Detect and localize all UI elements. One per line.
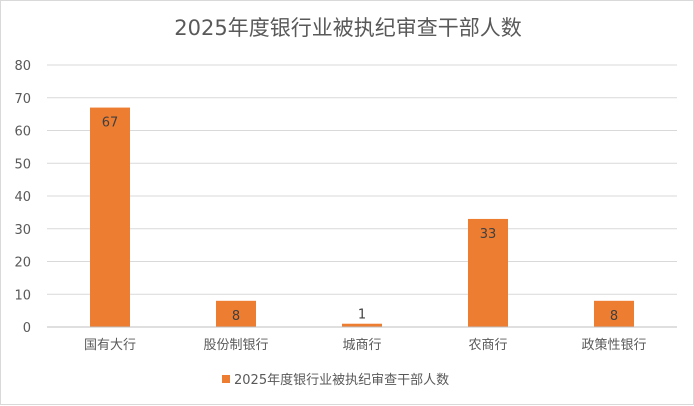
data-label: 1 — [358, 308, 366, 323]
y-tick-label: 0 — [23, 321, 31, 336]
x-tick-label: 农商行 — [468, 338, 507, 353]
bar — [342, 323, 382, 327]
x-tick-label: 政策性银行 — [581, 337, 646, 353]
legend-swatch — [222, 375, 230, 383]
legend: 2025年度银行业被执纪审查干部人数 — [222, 372, 449, 388]
x-tick-label: 股份制银行 — [203, 338, 268, 353]
y-tick-label: 10 — [14, 288, 31, 303]
bar — [90, 107, 130, 327]
bar — [216, 300, 256, 327]
legend-label: 2025年度银行业被执纪审查干部人数 — [234, 372, 449, 388]
x-tick-label: 国有大行 — [84, 338, 136, 353]
data-label: 33 — [480, 227, 497, 242]
bar — [594, 300, 634, 327]
x-tick-label: 城商行 — [342, 338, 381, 353]
y-tick-label: 20 — [14, 256, 31, 271]
y-tick-label: 50 — [14, 157, 31, 172]
y-tick-label: 80 — [14, 59, 31, 74]
y-tick-label: 30 — [14, 223, 31, 238]
y-tick-label: 70 — [14, 92, 31, 107]
x-axis: 国有大行 股份制银行 城商行 农商行 政策性银行 — [47, 326, 677, 353]
data-label: 8 — [232, 309, 240, 324]
gridlines — [47, 64, 677, 328]
y-axis: 0 10 20 30 40 50 60 70 80 — [14, 59, 31, 336]
y-tick-label: 60 — [14, 125, 31, 140]
data-label: 8 — [610, 309, 618, 324]
bar-series: 67 8 1 33 8 — [90, 107, 634, 327]
chart-title: 2025年度银行业被执纪审查干部人数 — [174, 16, 521, 40]
y-tick-label: 40 — [14, 190, 31, 205]
bar — [468, 218, 508, 327]
data-label: 67 — [102, 116, 119, 131]
